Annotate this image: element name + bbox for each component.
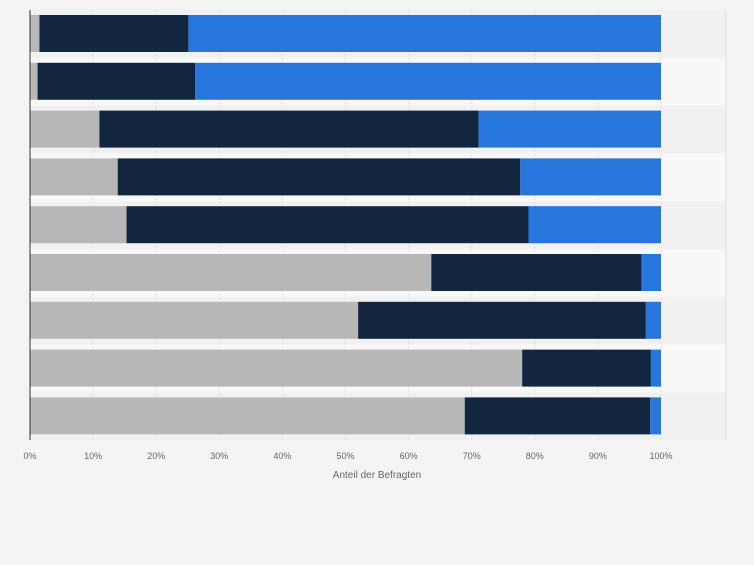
bar-segment-series-2[interactable] bbox=[126, 206, 529, 244]
bar-segment-series-2[interactable] bbox=[99, 110, 479, 148]
x-tick-label: 10% bbox=[84, 451, 102, 461]
bars bbox=[30, 15, 662, 435]
bar-segment-series-2[interactable] bbox=[37, 62, 196, 100]
bar-segment-series-3[interactable] bbox=[188, 15, 662, 52]
bar-segment-series-2[interactable] bbox=[358, 301, 646, 339]
x-tick-labels: 0% 10% 20% 30% 40% 50% 60% 70% 80% 90% 100% bbox=[23, 451, 672, 461]
bar-segment-series-1[interactable] bbox=[30, 254, 432, 291]
x-tick-label: 60% bbox=[400, 451, 418, 461]
x-tick-label: 70% bbox=[463, 451, 481, 461]
x-tick-label: 0% bbox=[23, 451, 36, 461]
bar-segment-series-3[interactable] bbox=[650, 397, 661, 435]
gridlines bbox=[29, 10, 727, 441]
bar-segment-series-1[interactable] bbox=[30, 397, 465, 435]
bar-segment-series-1[interactable] bbox=[30, 158, 118, 196]
bar-segment-series-1[interactable] bbox=[30, 349, 523, 387]
x-axis-label: Anteil der Befragten bbox=[333, 470, 421, 481]
x-tick-label: 20% bbox=[147, 451, 165, 461]
x-tick-label: 90% bbox=[589, 451, 607, 461]
bar-segment-series-1[interactable] bbox=[30, 206, 127, 244]
bar-segment-series-2[interactable] bbox=[39, 15, 189, 52]
x-tick-label: 50% bbox=[336, 451, 354, 461]
x-tick-label: 40% bbox=[273, 451, 291, 461]
bar-segment-series-2[interactable] bbox=[117, 158, 521, 196]
bar-segment-series-3[interactable] bbox=[195, 62, 661, 100]
x-tick-label: 30% bbox=[210, 451, 228, 461]
bar-segment-series-3[interactable] bbox=[645, 301, 661, 339]
bar-segment-series-1[interactable] bbox=[30, 62, 38, 100]
bar-segment-series-1[interactable] bbox=[30, 15, 40, 52]
x-tick-label: 100% bbox=[649, 451, 672, 461]
bar-segment-series-3[interactable] bbox=[478, 110, 661, 148]
bar-segment-series-3[interactable] bbox=[528, 206, 661, 244]
bar-segment-series-2[interactable] bbox=[464, 397, 651, 435]
bar-segment-series-3[interactable] bbox=[641, 254, 661, 291]
bar-segment-series-1[interactable] bbox=[30, 110, 100, 148]
bar-segment-series-2[interactable] bbox=[522, 349, 651, 387]
bar-segment-series-1[interactable] bbox=[30, 301, 359, 339]
x-tick-label: 80% bbox=[526, 451, 544, 461]
bar-segment-series-3[interactable] bbox=[520, 158, 661, 196]
bar-segment-series-3[interactable] bbox=[650, 349, 661, 387]
bar-segment-series-2[interactable] bbox=[431, 254, 642, 291]
